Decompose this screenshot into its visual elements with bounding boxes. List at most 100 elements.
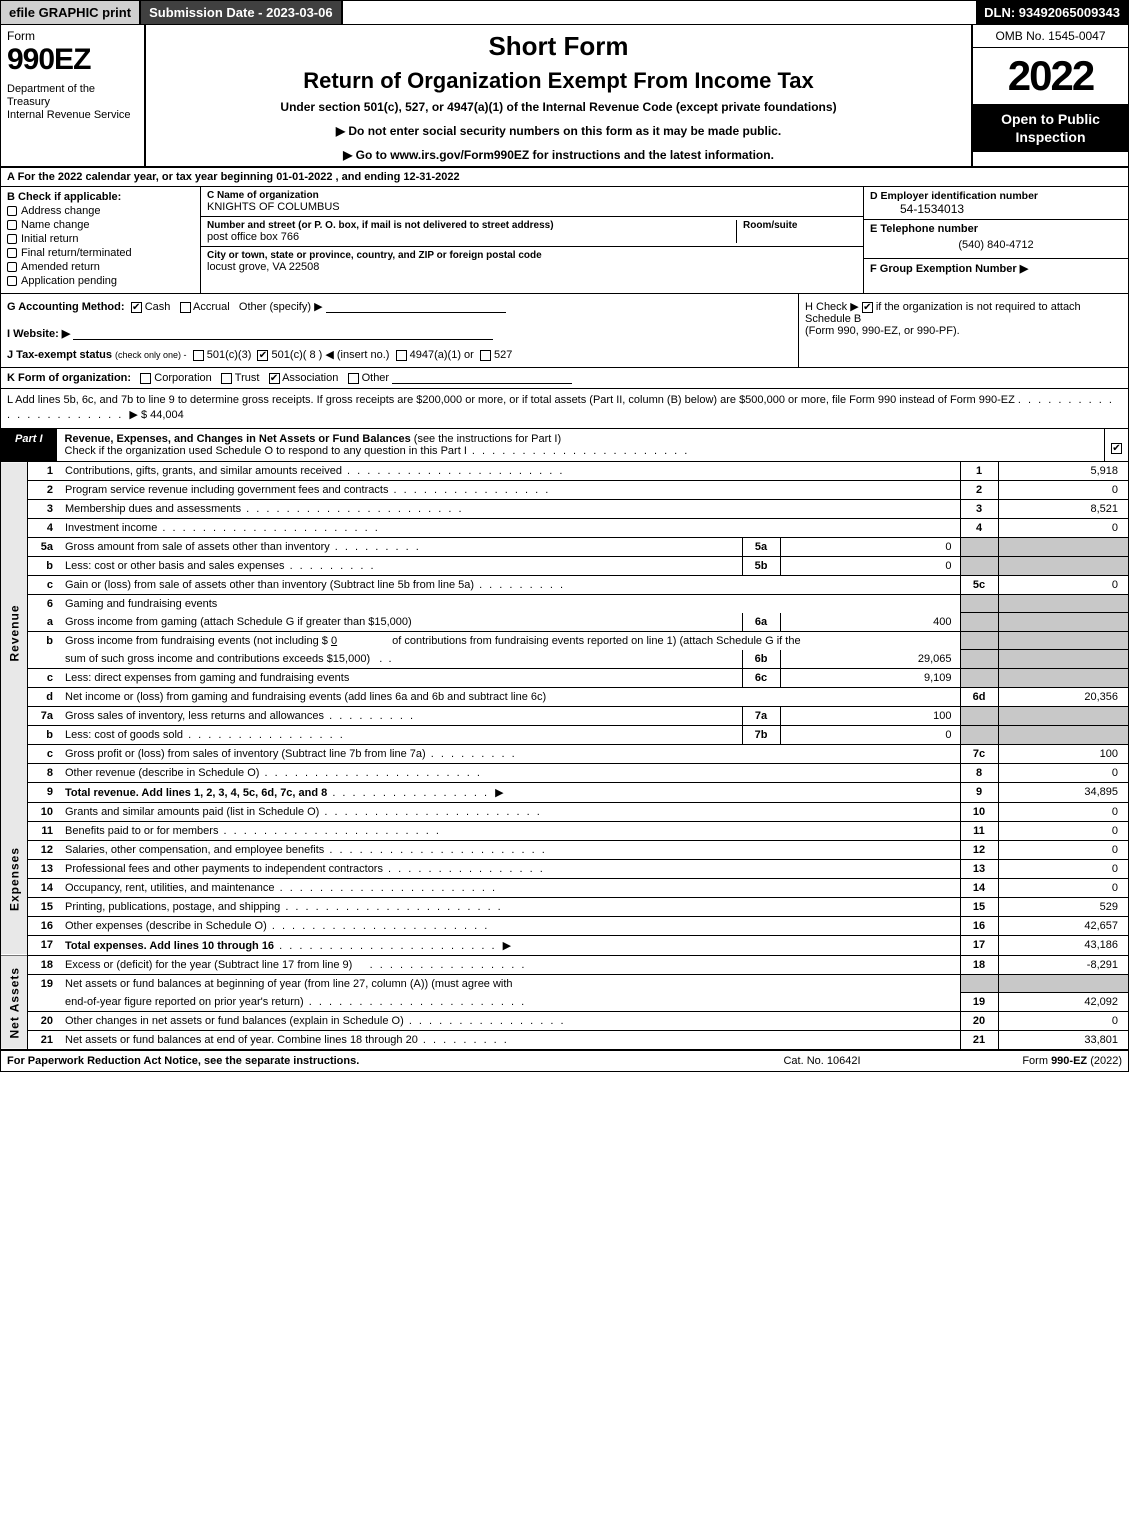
- other-method-input[interactable]: [326, 301, 506, 313]
- form-990ez-page: efile GRAPHIC print Submission Date - 20…: [0, 0, 1129, 1072]
- line-6a: a Gross income from gaming (attach Sched…: [1, 613, 1128, 632]
- chk-amended-return[interactable]: Amended return: [7, 261, 194, 273]
- efile-print-label[interactable]: efile GRAPHIC print: [1, 1, 141, 24]
- line-5b: b Less: cost or other basis and sales ex…: [1, 556, 1128, 575]
- val-4: 0: [998, 518, 1128, 537]
- chk-527[interactable]: [480, 350, 491, 361]
- val-6b-contrib: 0: [331, 635, 337, 647]
- val-7b: 0: [780, 725, 960, 744]
- website-row: I Website: ▶: [7, 327, 792, 340]
- accounting-method: G Accounting Method: Cash Accrual Other …: [7, 300, 792, 313]
- chk-final-return[interactable]: Final return/terminated: [7, 247, 194, 259]
- form-header: Form 990EZ Department of the Treasury In…: [1, 25, 1128, 168]
- val-15: 529: [998, 897, 1128, 916]
- line-12: 12 Salaries, other compensation, and emp…: [1, 840, 1128, 859]
- line-6b-2: sum of such gross income and contributio…: [1, 650, 1128, 669]
- col-def: D Employer identification number 54-1534…: [863, 187, 1128, 293]
- top-bar: efile GRAPHIC print Submission Date - 20…: [1, 1, 1128, 25]
- val-10: 0: [998, 802, 1128, 821]
- line-17: 17 Total expenses. Add lines 10 through …: [1, 935, 1128, 955]
- val-18: -8,291: [998, 955, 1128, 974]
- val-19: 42,092: [998, 993, 1128, 1012]
- ein-value: 54-1534013: [870, 202, 1122, 216]
- org-name-row: C Name of organization KNIGHTS OF COLUMB…: [201, 187, 863, 217]
- val-5b: 0: [780, 556, 960, 575]
- side-net-assets: Net Assets: [1, 955, 27, 1050]
- line-9: 9 Total revenue. Add lines 1, 2, 3, 4, 5…: [1, 782, 1128, 802]
- row-k-form-org: K Form of organization: Corporation Trus…: [1, 368, 1128, 389]
- footer-cat-no: Cat. No. 10642I: [722, 1055, 922, 1067]
- subtitle-goto[interactable]: Go to www.irs.gov/Form990EZ for instruct…: [154, 148, 963, 162]
- group-exemption-row: F Group Exemption Number ▶: [864, 259, 1128, 278]
- line-19-2: end-of-year figure reported on prior yea…: [1, 993, 1128, 1012]
- subtitle-section: Under section 501(c), 527, or 4947(a)(1)…: [154, 100, 963, 114]
- part-i-header: Part I Revenue, Expenses, and Changes in…: [1, 429, 1128, 462]
- line-7a: 7a Gross sales of inventory, less return…: [1, 706, 1128, 725]
- line-15: 15 Printing, publications, postage, and …: [1, 897, 1128, 916]
- line-6d: d Net income or (loss) from gaming and f…: [1, 687, 1128, 706]
- line-20: 20 Other changes in net assets or fund b…: [1, 1012, 1128, 1031]
- chk-application-pending[interactable]: Application pending: [7, 275, 194, 287]
- dept-label: Department of the Treasury Internal Reve…: [7, 83, 138, 123]
- val-21: 33,801: [998, 1031, 1128, 1050]
- chk-corporation[interactable]: [140, 373, 151, 384]
- line-10: Expenses 10 Grants and similar amounts p…: [1, 802, 1128, 821]
- lines-table: Revenue 1 Contributions, gifts, grants, …: [1, 462, 1128, 1051]
- part-i-tag: Part I: [1, 429, 57, 461]
- chk-cash[interactable]: [131, 302, 142, 313]
- website-input[interactable]: [73, 328, 493, 340]
- chk-initial-return[interactable]: Initial return: [7, 233, 194, 245]
- chk-accrual[interactable]: [180, 302, 191, 313]
- chk-association[interactable]: [269, 373, 280, 384]
- chk-name-change[interactable]: Name change: [7, 219, 194, 231]
- section-bcdef: B Check if applicable: Address change Na…: [1, 187, 1128, 294]
- subtitle-ssn: Do not enter social security numbers on …: [154, 124, 963, 138]
- line-18: Net Assets 18 Excess or (deficit) for th…: [1, 955, 1128, 974]
- val-11: 0: [998, 821, 1128, 840]
- room-suite-label: Room/suite: [743, 220, 857, 231]
- line-3: 3 Membership dues and assessments 3 8,52…: [1, 499, 1128, 518]
- line-19-1: 19 Net assets or fund balances at beginn…: [1, 974, 1128, 993]
- chk-other-org[interactable]: [348, 373, 359, 384]
- val-5a: 0: [780, 537, 960, 556]
- header-right: OMB No. 1545-0047 2022 Open to Public In…: [973, 25, 1128, 166]
- part-i-schedule-o-check[interactable]: [1104, 429, 1128, 461]
- title-return: Return of Organization Exempt From Incom…: [154, 68, 963, 94]
- val-12: 0: [998, 840, 1128, 859]
- other-org-input[interactable]: [392, 372, 572, 384]
- footer-paperwork: For Paperwork Reduction Act Notice, see …: [7, 1055, 722, 1067]
- chk-501c3[interactable]: [193, 350, 204, 361]
- chk-schedule-b-not-required[interactable]: [862, 302, 873, 313]
- val-6b: 29,065: [780, 650, 960, 669]
- form-number: 990EZ: [7, 43, 138, 77]
- col-c-org-info: C Name of organization KNIGHTS OF COLUMB…: [201, 187, 863, 293]
- chk-4947[interactable]: [396, 350, 407, 361]
- line-7b: b Less: cost of goods sold 7b 0: [1, 725, 1128, 744]
- tax-year: 2022: [973, 48, 1128, 104]
- title-short-form: Short Form: [154, 31, 963, 62]
- line-8: 8 Other revenue (describe in Schedule O)…: [1, 763, 1128, 782]
- submission-date: Submission Date - 2023-03-06: [141, 1, 343, 24]
- line-13: 13 Professional fees and other payments …: [1, 859, 1128, 878]
- org-city-row: City or town, state or province, country…: [201, 247, 863, 291]
- gross-receipts-amount: ▶ $ 44,004: [129, 409, 183, 421]
- b-header: B Check if applicable:: [7, 191, 194, 203]
- val-14: 0: [998, 878, 1128, 897]
- val-8: 0: [998, 763, 1128, 782]
- row-ghi: G Accounting Method: Cash Accrual Other …: [1, 294, 1128, 368]
- chk-trust[interactable]: [221, 373, 232, 384]
- val-5c: 0: [998, 575, 1128, 594]
- line-1: Revenue 1 Contributions, gifts, grants, …: [1, 462, 1128, 481]
- val-6c: 9,109: [780, 668, 960, 687]
- org-street: post office box 766: [207, 231, 730, 243]
- row-h: H Check ▶ if the organization is not req…: [798, 294, 1128, 367]
- line-6: 6 Gaming and fundraising events: [1, 594, 1128, 613]
- val-13: 0: [998, 859, 1128, 878]
- chk-address-change[interactable]: Address change: [7, 205, 194, 217]
- chk-501c[interactable]: [257, 350, 268, 361]
- line-14: 14 Occupancy, rent, utilities, and maint…: [1, 878, 1128, 897]
- val-7c: 100: [998, 744, 1128, 763]
- dln: DLN: 93492065009343: [976, 1, 1128, 24]
- page-footer: For Paperwork Reduction Act Notice, see …: [1, 1050, 1128, 1071]
- topbar-spacer: [343, 1, 977, 24]
